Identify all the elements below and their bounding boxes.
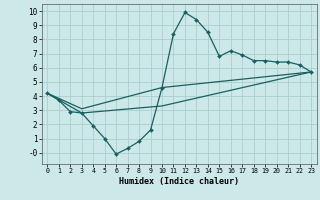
X-axis label: Humidex (Indice chaleur): Humidex (Indice chaleur) bbox=[119, 177, 239, 186]
